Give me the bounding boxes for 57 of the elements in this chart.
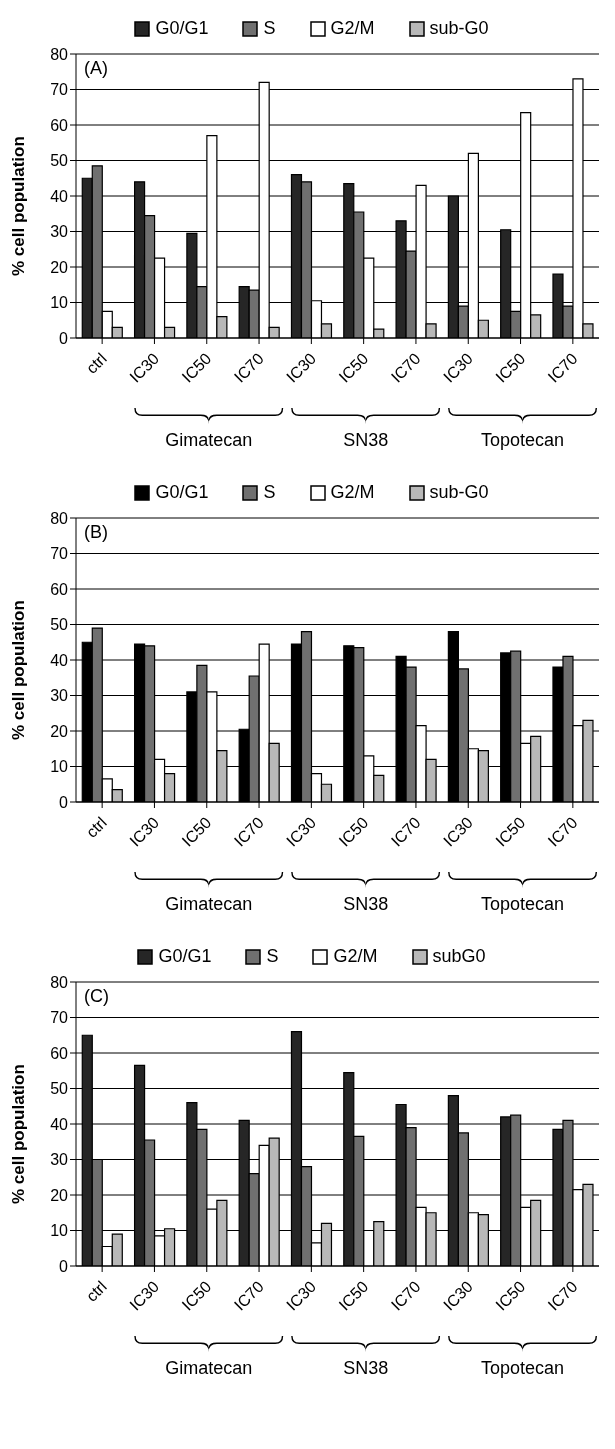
y-tick-label: 50	[50, 1080, 69, 1098]
y-tick-label: 30	[50, 1151, 69, 1169]
y-tick-label: 80	[50, 973, 69, 991]
legend-label: S	[263, 18, 276, 39]
y-tick-label: 10	[50, 1222, 69, 1240]
legend-label: G2/M	[330, 18, 375, 39]
legend-label: G0/G1	[155, 482, 209, 503]
y-tick-label: 0	[59, 329, 69, 347]
text: Gimatecan	[165, 1358, 253, 1378]
y-tick-label: 60	[50, 1044, 69, 1062]
y-tick-label: 60	[50, 580, 69, 598]
y-tick-label: 0	[59, 1257, 69, 1275]
legend-label: G2/M	[330, 482, 375, 503]
chart-title: (B)	[84, 522, 108, 543]
y-axis-title: % cell population	[9, 600, 29, 740]
y-tick-label: 80	[50, 509, 69, 527]
text: Topotecan	[481, 894, 565, 914]
x-tick-label: ctrl	[82, 349, 110, 377]
x-tick-label: ctrl	[82, 813, 110, 841]
y-tick-label: 60	[50, 116, 69, 134]
y-tick-label: 20	[50, 258, 69, 276]
y-tick-label: 30	[50, 687, 69, 705]
y-tick-label: 50	[50, 616, 69, 634]
x-tick-label: ctrl	[82, 1277, 110, 1305]
chart-title: (C)	[84, 986, 109, 1007]
y-tick-label: 40	[50, 1115, 69, 1133]
y-axis-title: % cell population	[9, 136, 29, 276]
y-tick-label: 20	[50, 1186, 69, 1204]
y-tick-label: 10	[50, 758, 69, 776]
text: SN38	[343, 1358, 389, 1378]
y-tick-label: 30	[50, 223, 69, 241]
text: Topotecan	[481, 1358, 565, 1378]
legend-label: S	[263, 482, 276, 503]
y-tick-label: 10	[50, 294, 69, 312]
y-tick-label: 70	[50, 1009, 69, 1027]
legend-label: sub-G0	[429, 482, 489, 503]
text: Gimatecan	[165, 430, 253, 450]
legend-label: sub-G0	[429, 18, 489, 39]
text: Topotecan	[481, 430, 565, 450]
chart-title: (A)	[84, 58, 108, 79]
y-tick-label: 40	[50, 651, 69, 669]
legend-label: G0/G1	[158, 946, 212, 967]
y-tick-label: 70	[50, 81, 69, 99]
legend-label: G0/G1	[155, 18, 209, 39]
legend-label: S	[266, 946, 279, 967]
y-tick-label: 20	[50, 722, 69, 740]
y-tick-label: 50	[50, 152, 69, 170]
legend-label: subG0	[432, 946, 486, 967]
y-axis-title: % cell population	[9, 1064, 29, 1204]
y-tick-label: 40	[50, 187, 69, 205]
y-tick-label: 70	[50, 545, 69, 563]
legend-label: G2/M	[333, 946, 378, 967]
y-tick-label: 80	[50, 45, 69, 63]
y-tick-label: 0	[59, 793, 69, 811]
text: Gimatecan	[165, 894, 253, 914]
text: SN38	[343, 430, 389, 450]
text: SN38	[343, 894, 389, 914]
